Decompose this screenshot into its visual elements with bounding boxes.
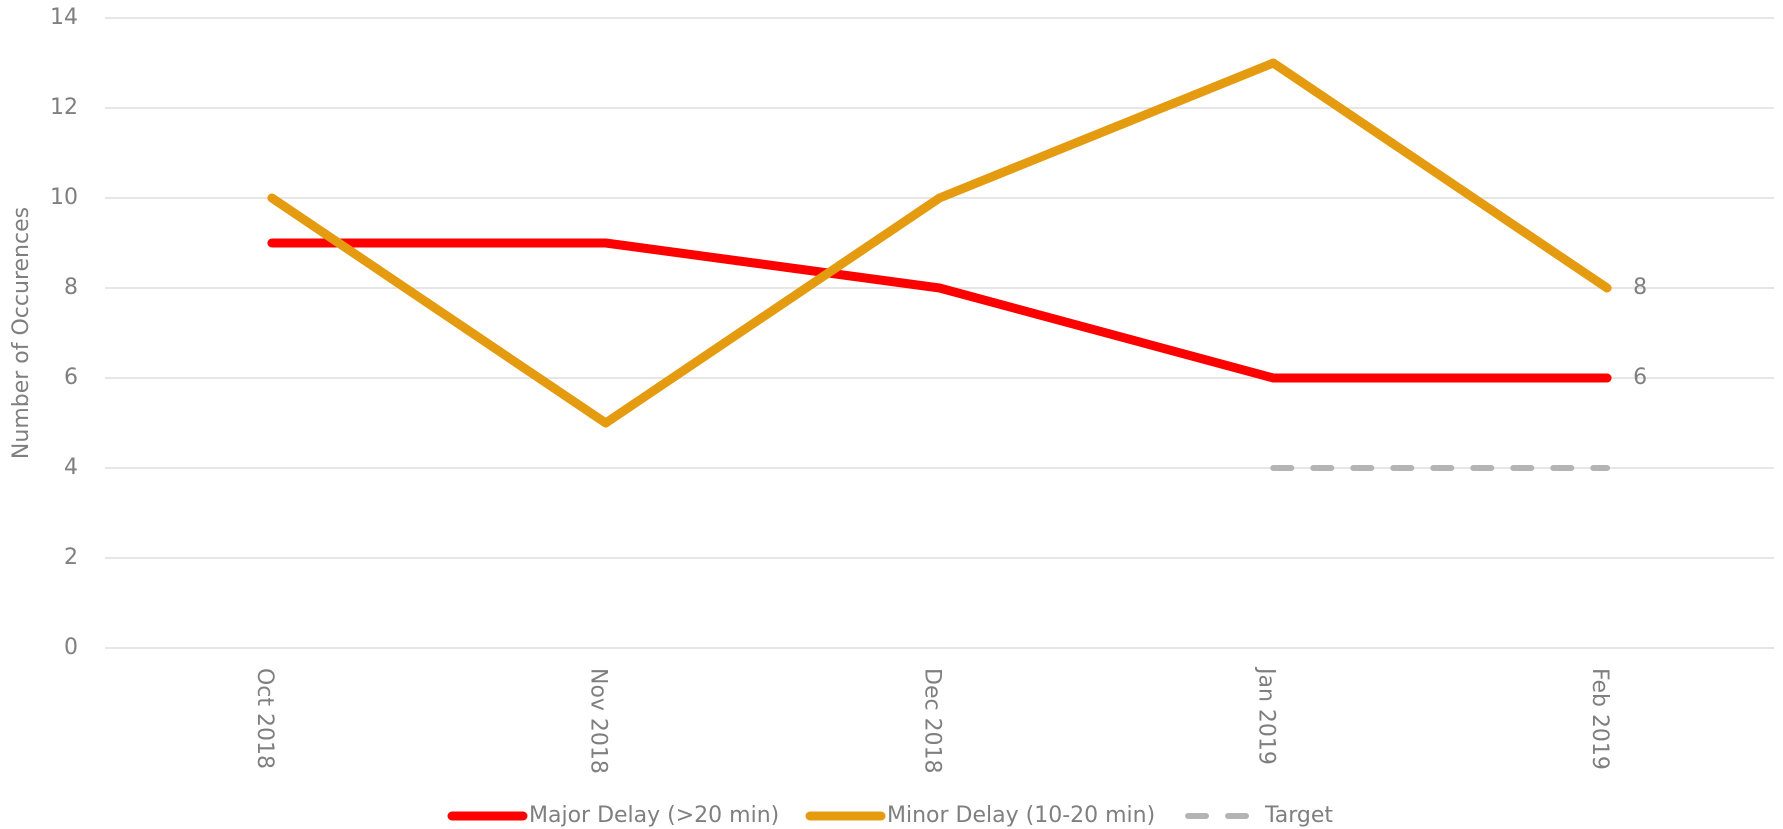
y-tick-label: 4	[64, 455, 78, 480]
y-axis-label: Number of Occurences	[9, 207, 34, 459]
series-line	[267, 238, 1612, 383]
data-label: 6	[1633, 365, 1647, 390]
x-tick-label: Oct 2018	[252, 668, 277, 769]
y-tick-label: 10	[50, 185, 78, 210]
x-tick-label: Jan 2019	[1253, 666, 1278, 765]
legend-label: Target	[1264, 803, 1333, 828]
x-tick-label: Feb 2019	[1587, 668, 1612, 770]
x-tick-label: Nov 2018	[586, 668, 611, 774]
legend-label: Minor Delay (10-20 min)	[887, 803, 1155, 828]
legend-label: Major Delay (>20 min)	[529, 803, 779, 828]
y-tick-label: 8	[64, 275, 78, 300]
y-tick-label: 2	[64, 545, 78, 570]
y-tick-label: 6	[64, 365, 78, 390]
x-tick-label: Dec 2018	[920, 668, 945, 774]
series-line	[267, 58, 1612, 428]
y-tick-label: 12	[50, 95, 78, 120]
y-tick-label: 0	[64, 635, 78, 660]
data-label: 8	[1633, 275, 1647, 300]
y-tick-label: 14	[50, 5, 78, 30]
